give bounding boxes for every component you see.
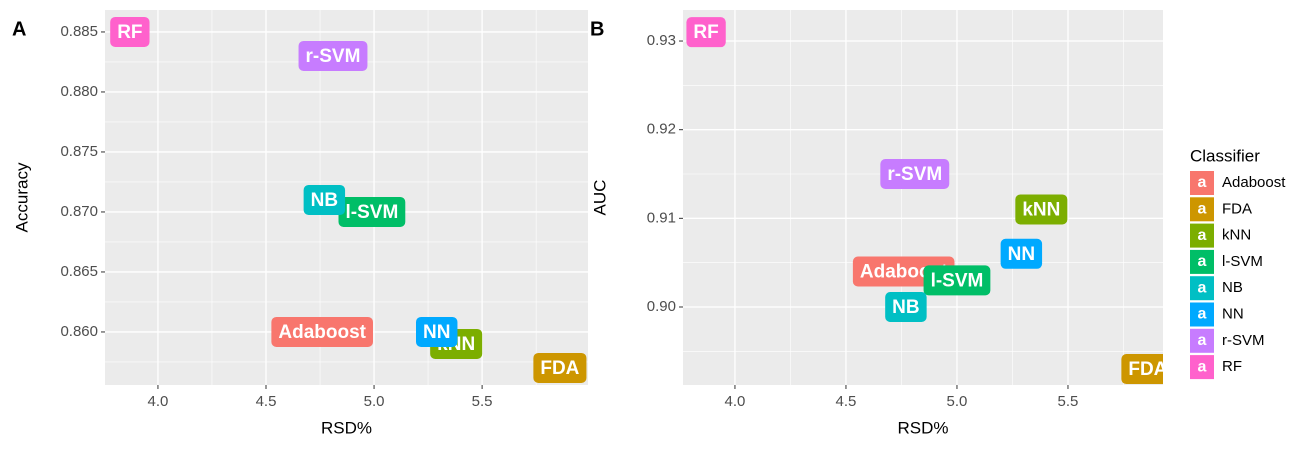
point-label: r-SVM [306,46,361,67]
label-box [533,352,587,383]
x-tick-label: 4.5 [256,393,277,410]
legend-label: Adaboost [1222,174,1286,191]
point-label: RF [693,22,718,43]
legend-label: RF [1222,358,1242,375]
label-box [686,17,726,48]
legend-key [1190,223,1214,248]
y-tick-label: 0.880 [60,83,98,100]
y-tick-label: 0.90 [647,298,676,315]
legend-key-text: a [1198,279,1207,296]
point-label: NN [423,322,450,343]
label-box [923,265,991,296]
x-tick-label: 5.0 [364,393,385,410]
label-box [298,40,368,71]
legend-key-text: a [1198,174,1207,191]
point-label: FDA [1128,359,1167,380]
panel-letter: A [12,18,26,40]
x-axis-label: RSD% [897,418,948,437]
point-label: kNN [1022,199,1060,220]
x-tick-label: 4.0 [148,393,169,410]
legend-key-text: a [1198,358,1207,375]
label-box [415,316,458,347]
label-box [110,16,150,47]
legend-label: NB [1222,279,1243,296]
legend-key [1190,197,1214,222]
point-label: l-SVM [346,202,399,223]
legend-key-text: a [1198,253,1207,270]
legend-label: r-SVM [1222,332,1265,349]
y-tick-label: 0.865 [60,263,98,280]
legend-key-text: a [1198,332,1207,349]
point-label: l-SVM [931,270,984,291]
y-tick-label: 0.875 [60,143,98,160]
label-box [1121,354,1163,385]
y-tick-label: 0.860 [60,323,98,340]
legend-label: NN [1222,305,1244,322]
legend-label: kNN [1222,227,1251,244]
x-tick-label: 5.0 [947,393,968,410]
legend-label: l-SVM [1222,253,1263,270]
y-tick-label: 0.92 [647,121,676,138]
y-axis-label: Accuracy [12,162,31,232]
legend-key-text: a [1198,227,1207,244]
x-tick-label: 5.5 [1058,393,1079,410]
label-box [1000,238,1043,269]
legend-key-text: a [1198,201,1207,218]
x-tick-label: 4.5 [836,393,857,410]
legend-key [1190,276,1214,301]
label-box [880,159,950,190]
panel-letter: B [590,18,604,40]
label-box [338,196,406,227]
legend-key [1190,355,1214,380]
panel-background [683,10,1163,385]
point-label: Adaboost [278,322,366,343]
legend-key [1190,171,1214,195]
legend-key [1190,328,1214,353]
point-label: NB [892,297,919,318]
y-tick-label: 0.91 [647,209,676,226]
legend-title: Classifier [1190,146,1260,165]
y-tick-label: 0.885 [60,23,98,40]
legend-key [1190,249,1214,274]
legend-label: FDA [1222,200,1252,217]
y-tick-label: 0.870 [60,203,98,220]
legend-key-text: a [1198,306,1207,323]
point-label: RF [117,22,142,43]
point-label: NB [311,190,338,211]
legend-key [1190,302,1214,327]
x-axis-label: RSD% [321,418,372,437]
label-box [271,316,373,347]
label-box [885,291,927,322]
label-box [303,184,346,215]
x-tick-label: 4.0 [725,393,746,410]
y-axis-label: AUC [590,180,609,216]
label-box [1015,194,1068,225]
x-tick-label: 5.5 [472,393,493,410]
y-tick-label: 0.93 [647,32,676,49]
point-label: NN [1008,244,1035,265]
point-label: r-SVM [887,164,942,185]
point-label: FDA [540,358,579,379]
